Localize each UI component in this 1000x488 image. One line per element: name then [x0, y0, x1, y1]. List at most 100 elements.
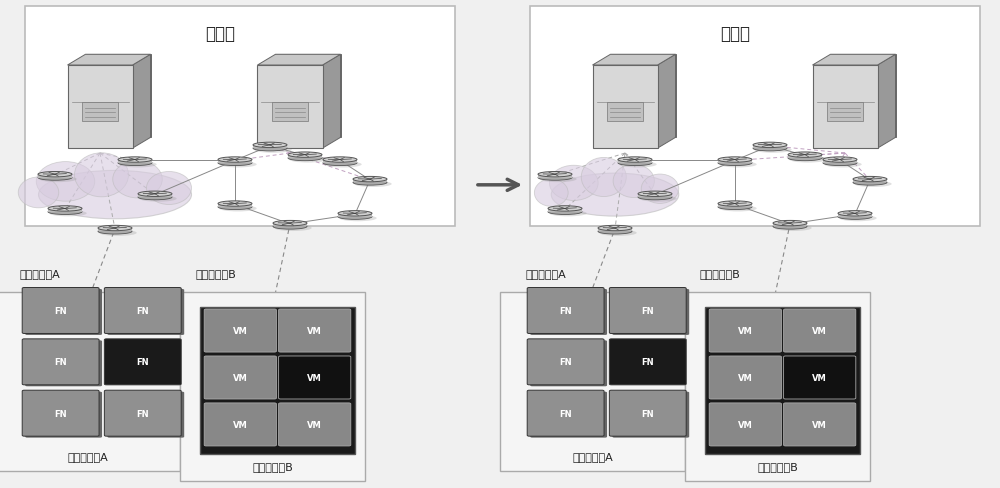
Ellipse shape	[788, 153, 822, 158]
Ellipse shape	[773, 224, 807, 230]
FancyBboxPatch shape	[530, 289, 607, 335]
Text: FN: FN	[136, 306, 149, 315]
Text: FN: FN	[54, 409, 67, 418]
Text: FN: FN	[559, 409, 572, 418]
Ellipse shape	[599, 230, 637, 236]
FancyBboxPatch shape	[104, 390, 181, 436]
Polygon shape	[68, 66, 132, 149]
Ellipse shape	[338, 215, 372, 220]
Text: 可编程节点A: 可编程节点A	[20, 268, 61, 278]
Ellipse shape	[113, 161, 162, 199]
Text: 功能服务器A: 功能服务器A	[67, 451, 108, 461]
Ellipse shape	[98, 226, 132, 231]
Ellipse shape	[753, 146, 787, 152]
Ellipse shape	[718, 158, 752, 163]
Polygon shape	[538, 175, 572, 178]
FancyBboxPatch shape	[609, 339, 686, 385]
Ellipse shape	[549, 211, 587, 217]
Text: VM: VM	[738, 373, 753, 382]
Text: FN: FN	[641, 306, 654, 315]
Ellipse shape	[839, 216, 877, 222]
Text: 可编程节点A: 可编程节点A	[525, 268, 566, 278]
Polygon shape	[548, 209, 582, 212]
Polygon shape	[773, 224, 807, 227]
Ellipse shape	[718, 161, 752, 166]
Ellipse shape	[218, 202, 252, 207]
Ellipse shape	[354, 182, 392, 187]
Text: VM: VM	[233, 326, 248, 335]
Text: VM: VM	[307, 326, 322, 335]
Ellipse shape	[48, 206, 82, 212]
Ellipse shape	[774, 225, 812, 231]
Text: FN: FN	[559, 306, 572, 315]
Ellipse shape	[788, 156, 822, 162]
Polygon shape	[273, 224, 307, 227]
Ellipse shape	[353, 181, 387, 186]
Polygon shape	[288, 155, 322, 159]
Polygon shape	[86, 55, 150, 138]
Ellipse shape	[638, 195, 672, 201]
FancyBboxPatch shape	[204, 403, 276, 446]
Text: VM: VM	[738, 420, 753, 429]
FancyBboxPatch shape	[530, 341, 607, 386]
FancyBboxPatch shape	[609, 288, 686, 334]
Ellipse shape	[98, 229, 132, 235]
Ellipse shape	[218, 158, 252, 163]
Ellipse shape	[854, 182, 892, 187]
Ellipse shape	[146, 172, 192, 205]
FancyBboxPatch shape	[709, 356, 781, 399]
Ellipse shape	[39, 177, 77, 183]
Polygon shape	[138, 194, 172, 198]
Ellipse shape	[38, 171, 192, 219]
Polygon shape	[718, 160, 752, 163]
Polygon shape	[68, 55, 150, 66]
Ellipse shape	[18, 178, 59, 208]
Ellipse shape	[638, 192, 672, 197]
Ellipse shape	[718, 205, 752, 210]
Ellipse shape	[823, 158, 857, 163]
Ellipse shape	[598, 226, 632, 231]
Ellipse shape	[74, 154, 128, 198]
Polygon shape	[838, 214, 872, 217]
FancyBboxPatch shape	[22, 390, 99, 436]
FancyBboxPatch shape	[25, 392, 102, 438]
FancyBboxPatch shape	[530, 392, 607, 438]
FancyBboxPatch shape	[530, 7, 980, 227]
Ellipse shape	[719, 162, 757, 168]
FancyBboxPatch shape	[612, 392, 689, 438]
Ellipse shape	[38, 172, 72, 178]
Text: 功能服务器A: 功能服务器A	[572, 451, 613, 461]
Ellipse shape	[613, 165, 654, 198]
Ellipse shape	[49, 211, 87, 217]
Polygon shape	[257, 55, 340, 66]
Ellipse shape	[619, 162, 657, 168]
Text: VM: VM	[738, 326, 753, 335]
Ellipse shape	[219, 206, 257, 212]
FancyBboxPatch shape	[685, 293, 870, 481]
Ellipse shape	[719, 206, 757, 212]
Polygon shape	[753, 145, 787, 149]
Ellipse shape	[618, 158, 652, 163]
Ellipse shape	[253, 146, 287, 152]
FancyBboxPatch shape	[25, 7, 455, 227]
Text: VM: VM	[233, 420, 248, 429]
Text: VM: VM	[812, 420, 827, 429]
Ellipse shape	[538, 176, 572, 181]
Text: VM: VM	[307, 420, 322, 429]
Polygon shape	[618, 160, 652, 163]
FancyBboxPatch shape	[25, 289, 102, 335]
FancyBboxPatch shape	[784, 309, 856, 352]
Ellipse shape	[274, 225, 312, 231]
FancyBboxPatch shape	[705, 307, 860, 454]
FancyBboxPatch shape	[107, 289, 184, 335]
FancyBboxPatch shape	[279, 356, 351, 399]
Ellipse shape	[641, 175, 679, 204]
Polygon shape	[878, 55, 896, 149]
Ellipse shape	[138, 192, 172, 197]
Ellipse shape	[253, 143, 287, 148]
Text: FN: FN	[136, 358, 149, 366]
Text: 控制器: 控制器	[205, 25, 235, 43]
Ellipse shape	[219, 162, 257, 168]
Polygon shape	[218, 204, 252, 207]
Ellipse shape	[838, 215, 872, 220]
